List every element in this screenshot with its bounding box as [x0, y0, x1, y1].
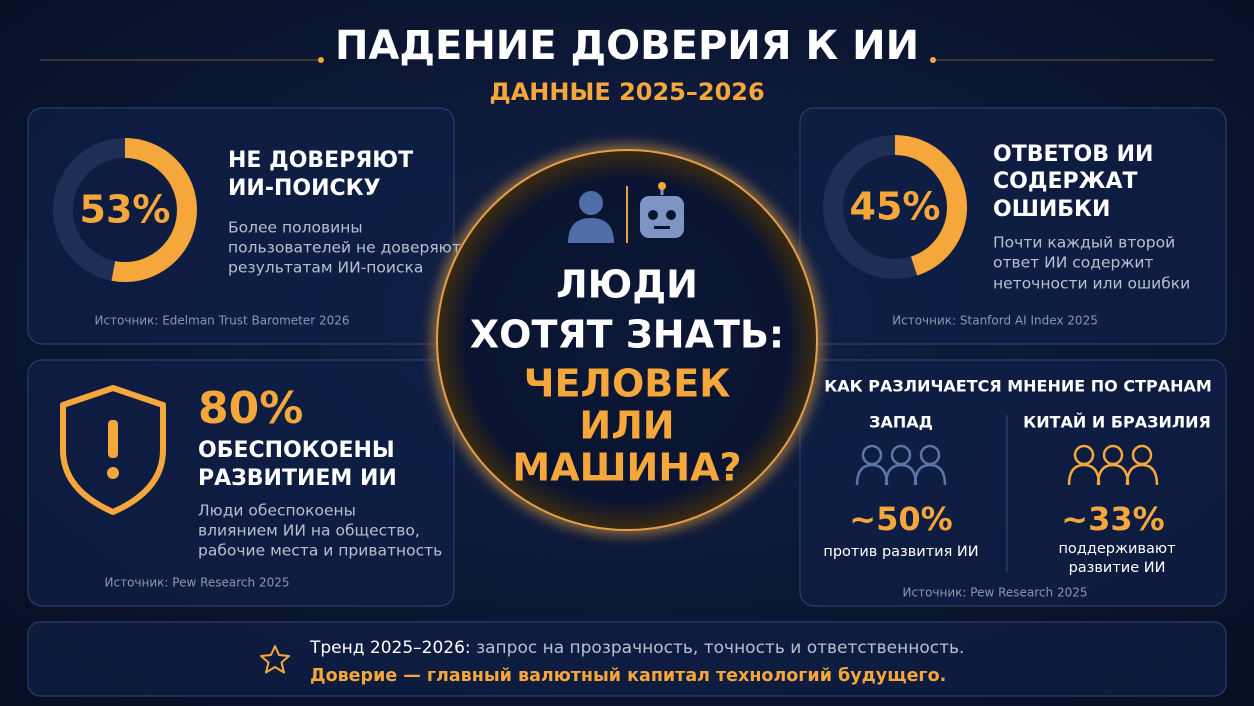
card-text: Почти каждый второй [993, 234, 1175, 252]
footer-panel [27, 621, 1227, 697]
shield-icon [60, 385, 166, 515]
person [1096, 463, 1130, 486]
countries-heading: КАК РАЗЛИЧАЕТСЯ МНЕНИЕ ПО СТРАНАМ [824, 377, 1212, 396]
person [1067, 463, 1101, 486]
center-circle [436, 149, 818, 531]
card-text: рабочие места и приватность [198, 542, 442, 560]
people-icon [855, 444, 1159, 486]
column-name: ЗАПАД [869, 413, 933, 432]
card [799, 107, 1227, 345]
center-text: МАШИНА? [512, 446, 741, 490]
stat: 45% [850, 185, 941, 229]
title-dot [930, 57, 936, 63]
trend-label: Тренд 2025–2026: [309, 638, 471, 658]
card-heading: РАЗВИТИЕМ ИИ [198, 466, 397, 491]
caption: поддерживают [1058, 541, 1176, 557]
title: ПАДЕНИЕ ДОВЕРИЯ К ИИ [335, 23, 919, 69]
ring-arc [53, 138, 197, 282]
card-heading: ИИ-ПОИСКУ [228, 176, 381, 201]
card-text: влиянием ИИ на общество, [198, 522, 420, 540]
person [884, 463, 918, 486]
person [1125, 463, 1159, 486]
robot-icon [640, 182, 684, 238]
center-text: ХОТЯТ ЗНАТЬ: [470, 313, 784, 357]
card-text: Люди обеспокоены [198, 502, 356, 520]
source: Источник: Pew Research 2025 [903, 586, 1088, 600]
person [855, 463, 889, 486]
footer-line: Тренд 2025–2026: запрос на прозрачность,… [309, 638, 964, 658]
card-heading: СОДЕРЖАТ [993, 169, 1138, 194]
caption: против развития ИИ [823, 544, 978, 560]
card [799, 359, 1227, 607]
card-text: результатам ИИ-поиска [228, 259, 423, 277]
card-heading: ОТВЕТОВ ИИ [993, 142, 1153, 167]
card-heading: ОБЕСПОКОЕНЫ [198, 438, 395, 463]
card [27, 359, 455, 607]
subtitle: ДАННЫЕ 2025–2026 [489, 78, 764, 106]
card-text: неточности или ошибки [993, 275, 1190, 293]
trend-text: запрос на прозрачность, точность и ответ… [476, 638, 964, 658]
card-text: ответ ИИ содержит [993, 254, 1153, 272]
caption: развитие ИИ [1069, 560, 1166, 576]
card-text: пользователей не доверяют [228, 239, 461, 257]
footer-conclusion: Доверие — главный валютный капитал техно… [310, 666, 946, 686]
star-icon [260, 645, 290, 674]
column-name: КИТАЙ И БРАЗИЛИЯ [1023, 413, 1211, 432]
person-icon [568, 191, 614, 243]
card-heading: НЕ ДОВЕРЯЮТ [228, 148, 413, 173]
center-text: ИЛИ [579, 404, 674, 448]
card [27, 107, 455, 345]
ring-arc [823, 135, 967, 279]
source: Источник: Edelman Trust Barometer 2026 [94, 314, 349, 328]
stat: 80% [198, 383, 303, 434]
source: Источник: Pew Research 2025 [105, 576, 290, 590]
stat: ~33% [1061, 500, 1164, 538]
center-text: ЛЮДИ [556, 263, 698, 307]
card-heading: ОШИБКИ [993, 197, 1110, 222]
person [913, 463, 947, 486]
stat: 53% [80, 188, 171, 232]
source: Источник: Stanford AI Index 2025 [892, 314, 1098, 328]
center-text: ЧЕЛОВЕК [524, 362, 731, 406]
stat: ~50% [849, 500, 952, 538]
title-dot [318, 57, 324, 63]
card-text: Более половины [228, 219, 363, 237]
